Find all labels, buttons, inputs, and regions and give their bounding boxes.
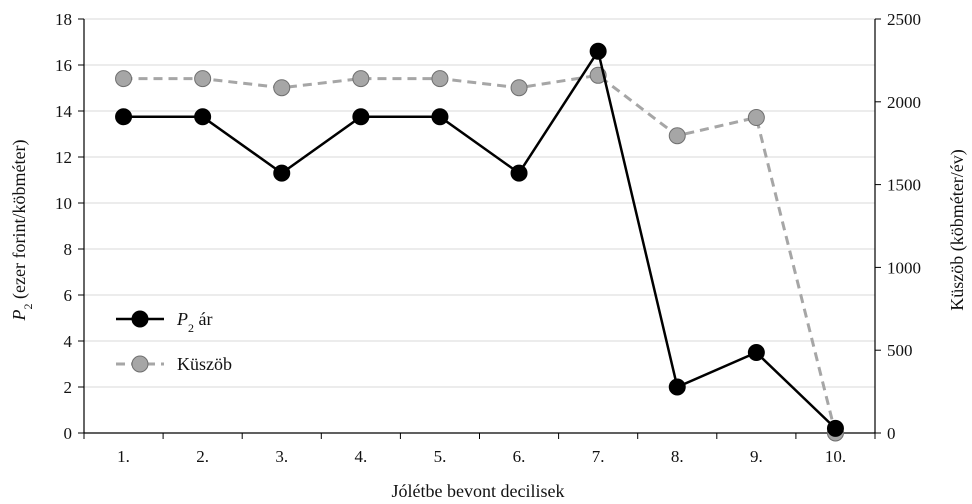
gridlines bbox=[84, 18, 875, 388]
axes bbox=[78, 18, 881, 439]
x-tick-label-3: 4. bbox=[354, 447, 367, 466]
legend: P2 ár Küszöb bbox=[116, 309, 232, 374]
left-tick-label-2: 4 bbox=[64, 332, 73, 351]
series-1-line bbox=[123, 73, 837, 434]
left-tick-label-3: 6 bbox=[64, 286, 73, 305]
series-1-point-8 bbox=[747, 109, 765, 127]
legend-item-p2: P2 ár bbox=[116, 309, 212, 335]
series-1-point-0 bbox=[115, 70, 133, 88]
left-axis-title: P2 (ezer forint/köbméter) bbox=[9, 140, 35, 322]
series-0-point-5 bbox=[510, 164, 528, 182]
left-tick-label-9: 18 bbox=[55, 10, 72, 29]
right-tick-label-2: 1000 bbox=[887, 258, 921, 277]
series-1-point-3 bbox=[352, 70, 370, 88]
series-0-point-6 bbox=[589, 42, 607, 60]
legend-swatch-marker-kuszob bbox=[131, 355, 149, 373]
series-0-point-3 bbox=[352, 108, 370, 126]
x-tick-label-8: 9. bbox=[750, 447, 763, 466]
x-tick-label-7: 8. bbox=[671, 447, 684, 466]
legend-label-p2-name: ár bbox=[199, 309, 213, 329]
legend-label-kuszob: Küszöb bbox=[177, 354, 232, 374]
series-0-line bbox=[123, 49, 837, 430]
series-0 bbox=[115, 42, 844, 437]
legend-label-p2: P2 ár bbox=[176, 309, 212, 335]
x-tick-label-0: 1. bbox=[117, 447, 130, 466]
legend-label-p2-sub: 2 bbox=[188, 321, 194, 335]
left-tick-label-6: 12 bbox=[55, 148, 72, 167]
series-0-point-4 bbox=[431, 108, 449, 126]
right-axis-title: Küszöb (köbméter/év) bbox=[947, 149, 968, 310]
series-1-point-1 bbox=[194, 70, 212, 88]
series-1-point-4 bbox=[431, 70, 449, 88]
series-1-point-7 bbox=[668, 127, 686, 145]
x-tick-label-1: 2. bbox=[196, 447, 209, 466]
left-tick-label-4: 8 bbox=[64, 240, 73, 259]
x-tick-label-2: 3. bbox=[275, 447, 288, 466]
series-1-point-5 bbox=[510, 79, 528, 97]
x-tick-label-9: 10. bbox=[825, 447, 846, 466]
left-tick-label-5: 10 bbox=[55, 194, 72, 213]
right-tick-label-1: 500 bbox=[887, 341, 913, 360]
legend-label-p2-var: P bbox=[176, 309, 188, 329]
x-tick-label-5: 6. bbox=[513, 447, 526, 466]
series-0-point-8 bbox=[747, 344, 765, 361]
x-axis-title: Jólétbe bevont decilisek bbox=[392, 481, 565, 501]
series-layer bbox=[115, 42, 844, 442]
series-0-point-0 bbox=[115, 108, 133, 126]
tick-labels: 0 2 4 6 8 10 12 14 16 18 0 500 1000 1500 2000 2500 1. 2. 3… bbox=[55, 10, 921, 466]
legend-swatch-marker-p2 bbox=[131, 310, 149, 328]
left-tick-label-0: 0 bbox=[64, 424, 73, 443]
left-tick-label-1: 2 bbox=[64, 378, 73, 397]
x-tick-label-6: 7. bbox=[592, 447, 605, 466]
right-tick-label-3: 1500 bbox=[887, 176, 921, 195]
series-0-point-1 bbox=[194, 108, 212, 126]
left-axis-title-var: P bbox=[9, 309, 29, 321]
left-tick-label-8: 16 bbox=[55, 56, 72, 75]
right-tick-label-5: 2500 bbox=[887, 10, 921, 29]
left-axis-title-text: (ezer forint/köbméter) bbox=[9, 140, 30, 304]
series-1-point-2 bbox=[273, 79, 291, 97]
legend-item-kuszob: Küszöb bbox=[116, 354, 232, 374]
x-tick-label-4: 5. bbox=[434, 447, 447, 466]
left-tick-label-7: 14 bbox=[55, 102, 73, 121]
series-0-point-7 bbox=[668, 378, 686, 396]
series-0-point-9 bbox=[826, 419, 844, 437]
series-0-point-2 bbox=[273, 164, 291, 182]
right-tick-label-4: 2000 bbox=[887, 93, 921, 112]
series-1 bbox=[115, 66, 844, 442]
right-tick-label-0: 0 bbox=[887, 424, 896, 443]
left-axis-title-sub: 2 bbox=[21, 303, 35, 309]
